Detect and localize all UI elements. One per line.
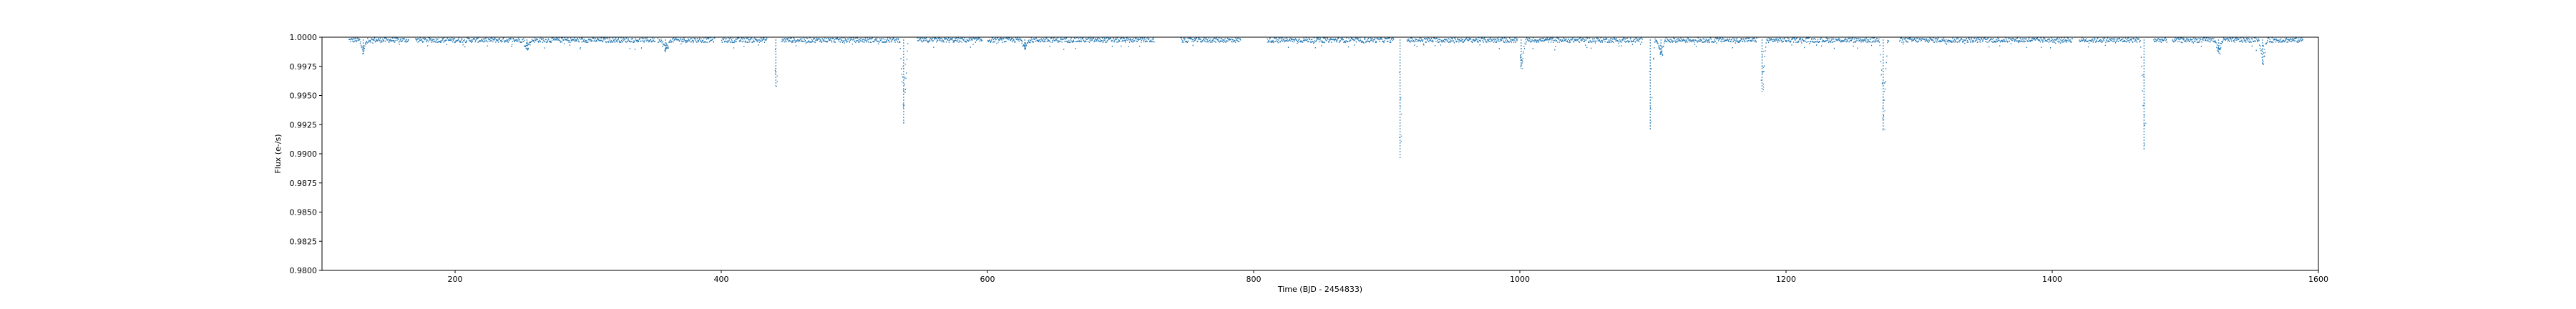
y-axis: 0.9800 0.9825 0.9850 0.9875 0.9900 0.9925 0.99…: [290, 33, 322, 275]
x-tick-label: 1600: [2308, 275, 2328, 284]
x-tick-label: 400: [714, 275, 729, 284]
x-tick-label: 1400: [2042, 275, 2062, 284]
x-axis-label: Time (BJD - 2454833): [1277, 285, 1362, 294]
x-tick-label: 1200: [1776, 275, 1796, 284]
y-tick-label: 0.9800: [290, 266, 318, 275]
y-axis-label: Flux (e-/s): [273, 134, 283, 173]
y-tick-label: 0.9900: [290, 149, 318, 159]
y-tick-label: 0.9850: [290, 208, 318, 217]
y-tick-label: 0.9875: [290, 179, 318, 188]
x-tick-label: 600: [980, 275, 995, 284]
y-tick-label: 0.9950: [290, 92, 318, 101]
x-tick-label: 1000: [1510, 275, 1530, 284]
y-tick-label: 0.9825: [290, 237, 318, 246]
y-tick-label: 1.0000: [290, 33, 318, 42]
y-tick-label: 0.9975: [290, 62, 318, 72]
x-axis: 200 400 600 800 1000 1200 1400 1600: [448, 270, 2328, 284]
y-tick-label: 0.9925: [290, 120, 318, 129]
x-tick-label: 200: [448, 275, 463, 284]
x-tick-label: 800: [1246, 275, 1262, 284]
data-points: [348, 37, 2303, 159]
